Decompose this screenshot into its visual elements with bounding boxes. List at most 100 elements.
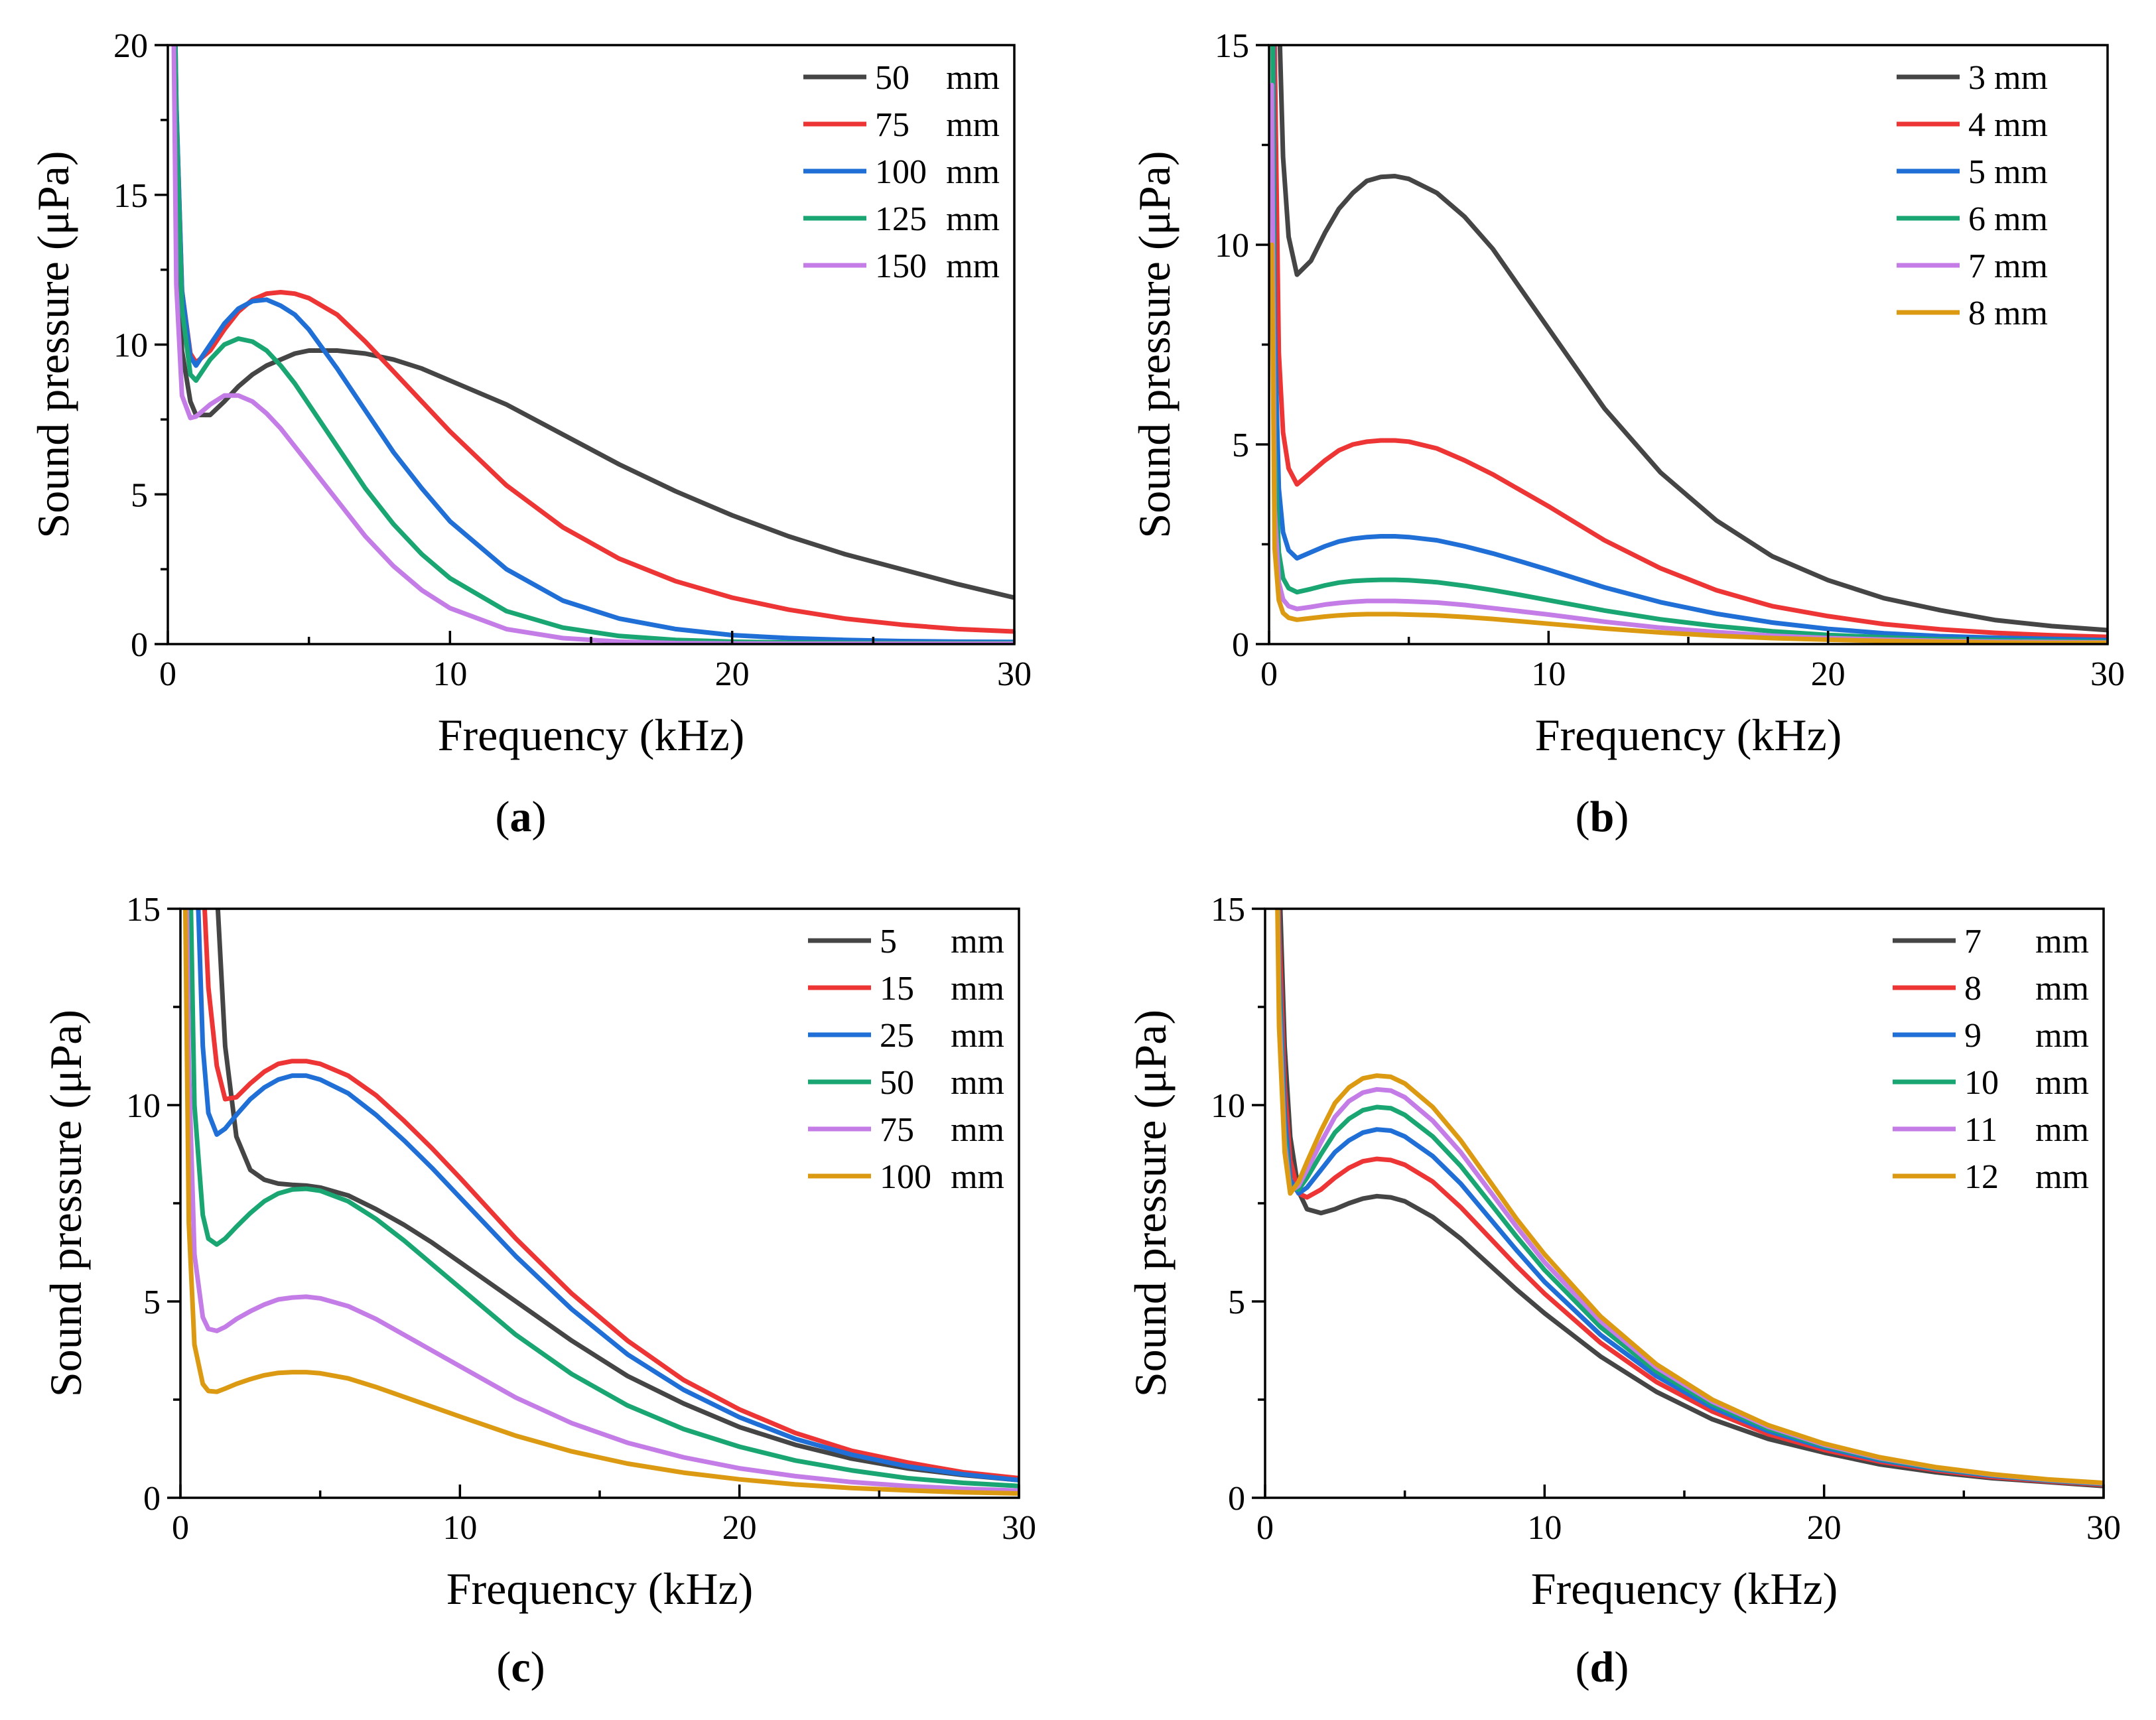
panel-b-xlabel: Frequency (kHz) bbox=[1535, 710, 1842, 760]
panel-d-caption: (d) bbox=[1576, 1643, 1629, 1691]
panel-b-series-2-line bbox=[1270, 45, 2108, 643]
panel-d-ytick-label-1: 5 bbox=[1228, 1284, 1245, 1321]
panel-a-legend-name-2: 100 bbox=[875, 153, 927, 191]
panel-b-legend: 3 mm 4 mm 5 mm 6 mm 7 mm 8 mm bbox=[1897, 59, 2048, 332]
panel-a-legend-unit-3: mm bbox=[946, 200, 1000, 238]
panel-c-caption-open: ( bbox=[496, 1643, 511, 1691]
panel-a-legend-name-0: 50 bbox=[875, 59, 910, 97]
panel-c-legend-unit-4: mm bbox=[951, 1111, 1004, 1149]
panel-d-legend-name-0: 7 bbox=[1964, 923, 1982, 960]
panel-a-ytick-label-1: 5 bbox=[131, 476, 148, 514]
panel-c-caption-letter: c bbox=[511, 1643, 530, 1691]
panel-b-xtick-label-3: 30 bbox=[2090, 655, 2125, 693]
panel-d: 0 10 20 30 0 5 10 15 Frequency (kHz) Sound pressu… bbox=[1125, 891, 2121, 1691]
panel-c-ytick-label-1: 5 bbox=[143, 1284, 161, 1321]
panel-d-legend-unit-3: mm bbox=[2035, 1064, 2089, 1102]
panel-a-legend-name-4: 150 bbox=[875, 247, 927, 285]
panel-d-legend-unit-1: mm bbox=[2035, 970, 2089, 1008]
panel-b-series-5-line bbox=[1269, 242, 2108, 644]
panel-b-legend-name-4: 7 mm bbox=[1968, 247, 2048, 285]
panel-b-series-3-line bbox=[1270, 45, 2108, 644]
panel-a-legend: 50 mm 75 mm 100 mm 125 mm 150 mm bbox=[803, 59, 1000, 285]
panel-c-series-4-line bbox=[184, 909, 1019, 1493]
panel-d-xtick-label-2: 20 bbox=[1807, 1509, 1842, 1547]
panel-b-caption: (b) bbox=[1576, 793, 1629, 841]
panel-b-caption-close: ) bbox=[1614, 793, 1629, 841]
panel-b-legend-name-5: 8 mm bbox=[1968, 295, 2048, 332]
panel-c-legend-unit-5: mm bbox=[951, 1158, 1004, 1196]
panel-a-ytick-label-2: 10 bbox=[113, 327, 148, 365]
panel-d-ylabel: Sound pressure (μPa) bbox=[1125, 1010, 1176, 1397]
panel-a-ytick-label-0: 0 bbox=[131, 626, 148, 664]
panel-c-ytick-label-2: 10 bbox=[126, 1087, 161, 1125]
panel-d-legend-unit-5: mm bbox=[2035, 1158, 2089, 1196]
panel-a-legend-unit-2: mm bbox=[946, 153, 1000, 191]
panel-c-ytick-label-0: 0 bbox=[143, 1480, 161, 1518]
panel-c-xtick-label-0: 0 bbox=[172, 1509, 189, 1547]
panel-b-legend-name-0: 3 mm bbox=[1968, 59, 2048, 97]
panel-c-series-1-line bbox=[202, 909, 1019, 1481]
panel-b-xtick-label-1: 10 bbox=[1531, 655, 1566, 693]
panel-c-series-0-line bbox=[215, 909, 1019, 1483]
panel-d-series-5-line bbox=[1275, 909, 2104, 1485]
panel-d-xtick-label-3: 30 bbox=[2086, 1509, 2121, 1547]
panel-c-series-3-line bbox=[188, 909, 1019, 1488]
panel-d-legend-name-2: 9 bbox=[1964, 1017, 1982, 1055]
panel-a-xtick-label-3: 30 bbox=[997, 655, 1032, 693]
panel-b-series-0-line bbox=[1277, 45, 2108, 633]
panel-d-legend: 7 mm 8 mm 9 mm 10 mm 11 mm 12 mm bbox=[1893, 923, 2089, 1196]
panel-c-ylabel: Sound pressure (μPa) bbox=[40, 1010, 91, 1397]
panel-c-legend-unit-0: mm bbox=[951, 923, 1004, 960]
panel-b-ytick-label-2: 10 bbox=[1215, 227, 1249, 265]
panel-a: 0 10 20 30 0 5 10 15 20 Frequency (kHz) Sound pres… bbox=[28, 27, 1032, 841]
panel-b-caption-letter: b bbox=[1590, 793, 1615, 841]
panel-a-xtick-label-2: 20 bbox=[715, 655, 750, 693]
panel-d-legend-unit-4: mm bbox=[2035, 1111, 2089, 1149]
panel-c-xlabel: Frequency (kHz) bbox=[446, 1563, 754, 1614]
panel-b-ylabel: Sound pressure (μPa) bbox=[1129, 151, 1179, 538]
panel-a-ylabel: Sound pressure (μPa) bbox=[28, 151, 78, 538]
panel-d-xtick-label-1: 10 bbox=[1527, 1509, 1562, 1547]
panel-a-caption: (a) bbox=[496, 793, 547, 841]
panel-c-series-5-line bbox=[182, 909, 1019, 1496]
panel-c-series-2-line bbox=[196, 909, 1019, 1483]
panel-b-xtick-label-0: 0 bbox=[1260, 655, 1278, 693]
panel-d-legend-name-5: 12 bbox=[1964, 1158, 1999, 1196]
panel-b-ytick-label-3: 15 bbox=[1215, 27, 1249, 65]
panel-c-xtick-label-3: 30 bbox=[1002, 1509, 1036, 1547]
panel-c-curves bbox=[182, 909, 1019, 1496]
panel-b-legend-name-1: 4 mm bbox=[1968, 106, 2048, 144]
panel-c-xtick-label-2: 20 bbox=[722, 1509, 757, 1547]
panel-a-ytick-label-3: 15 bbox=[113, 177, 148, 215]
panel-d-curves bbox=[1275, 909, 2104, 1488]
panel-c-legend-name-2: 25 bbox=[880, 1017, 914, 1055]
panel-a-legend-name-1: 75 bbox=[875, 106, 910, 144]
panel-d-legend-unit-0: mm bbox=[2035, 923, 2089, 960]
panel-d-caption-letter: d bbox=[1590, 1643, 1615, 1691]
panel-b-ytick-label-1: 5 bbox=[1232, 427, 1249, 464]
panel-b-ytick-label-0: 0 bbox=[1232, 626, 1249, 664]
panel-c-legend-name-4: 75 bbox=[880, 1111, 914, 1149]
panel-c-caption-close: ) bbox=[531, 1643, 545, 1691]
panel-a-ytick-label-4: 20 bbox=[113, 27, 148, 65]
panel-c-legend-name-0: 5 bbox=[880, 923, 897, 960]
panel-d-caption-open: ( bbox=[1576, 1643, 1590, 1691]
panel-a-xtick-label-0: 0 bbox=[159, 655, 176, 693]
panel-a-series-2-line bbox=[172, 45, 1014, 644]
panel-a-curves bbox=[171, 45, 1014, 644]
panel-a-xlabel: Frequency (kHz) bbox=[438, 710, 745, 760]
panel-a-legend-unit-0: mm bbox=[946, 59, 1000, 97]
panel-c-caption: (c) bbox=[496, 1643, 545, 1691]
panel-b-legend-name-2: 5 mm bbox=[1968, 153, 2048, 191]
panel-c-legend-name-5: 100 bbox=[880, 1158, 931, 1196]
panel-a-legend-unit-1: mm bbox=[946, 106, 1000, 144]
panel-a-caption-letter: a bbox=[510, 793, 532, 841]
panel-d-xtick-label-0: 0 bbox=[1256, 1509, 1274, 1547]
panel-d-ytick-label-2: 10 bbox=[1211, 1087, 1245, 1125]
panel-c-xtick-label-1: 10 bbox=[442, 1509, 477, 1547]
panel-c-ytick-label-3: 15 bbox=[126, 891, 161, 929]
panel-d-caption-close: ) bbox=[1614, 1643, 1629, 1691]
panel-d-ytick-label-0: 0 bbox=[1228, 1480, 1245, 1518]
panel-c-legend-unit-1: mm bbox=[951, 970, 1004, 1008]
